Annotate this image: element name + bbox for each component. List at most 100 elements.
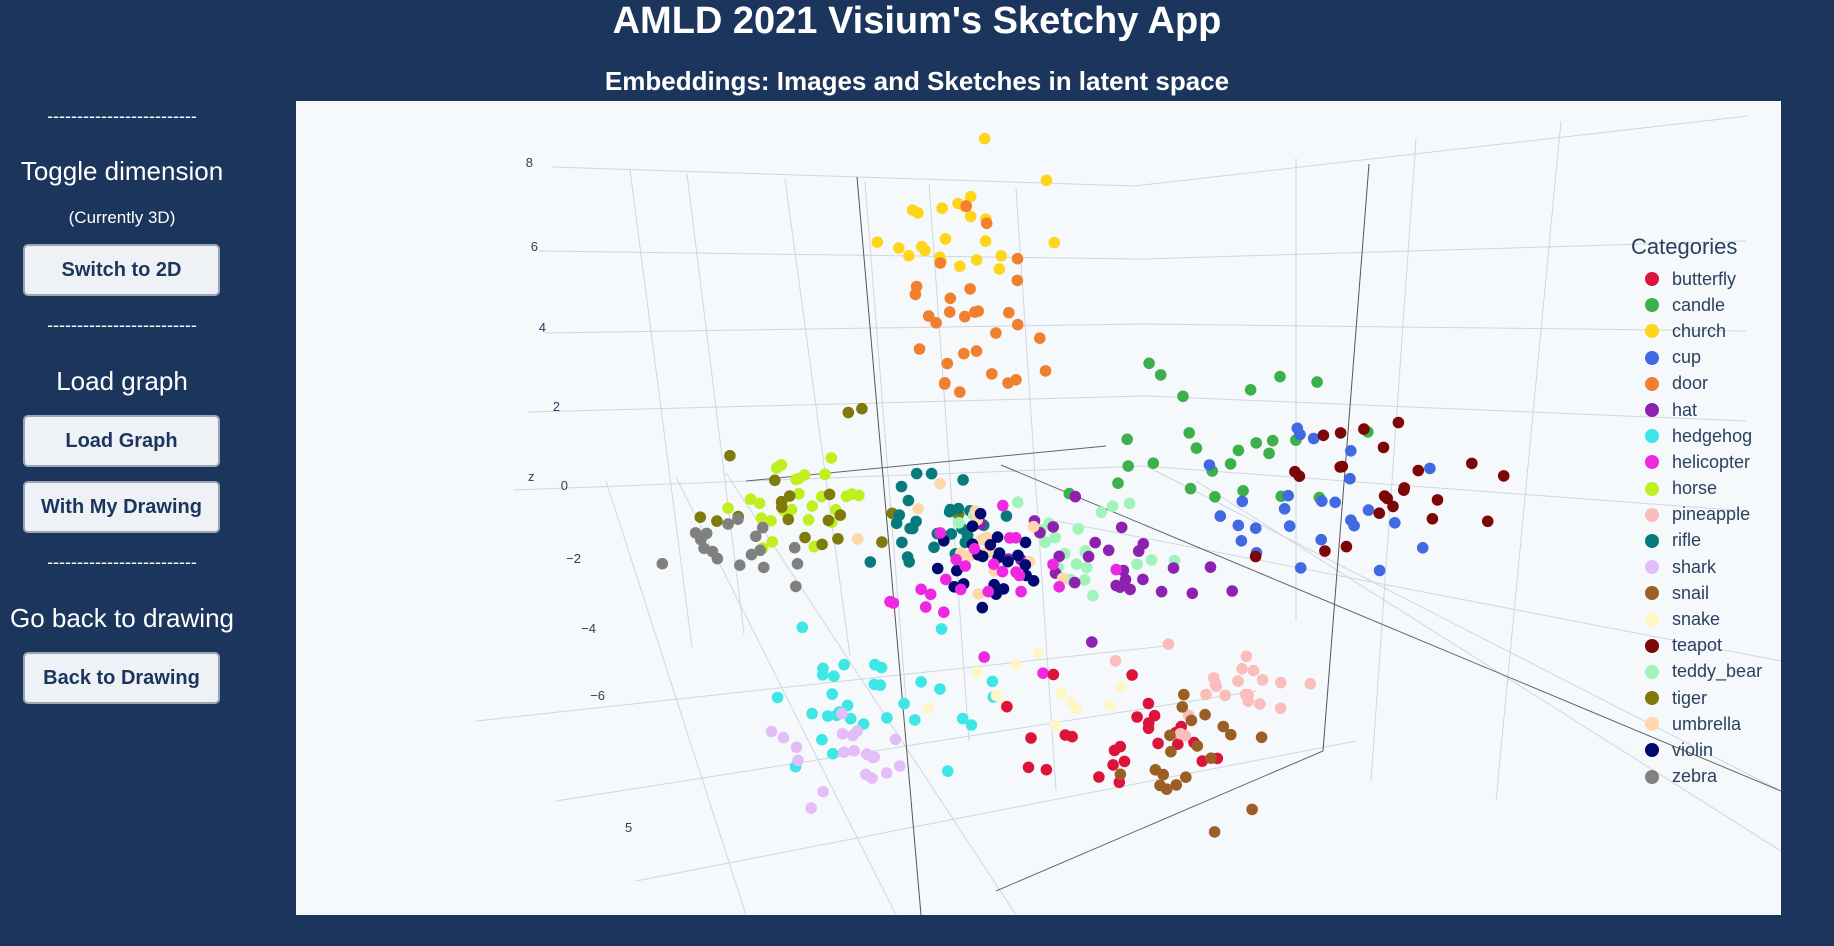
point-snake xyxy=(971,666,983,678)
plot-canvas[interactable]: 8 6 4 2 0 −2 −4 −6 z 5 xyxy=(296,101,1781,915)
legend-item-hat[interactable]: hat xyxy=(1634,397,1774,423)
point-teddy-bear xyxy=(953,517,965,529)
point-teapot xyxy=(1293,470,1306,483)
legend-item-zebra[interactable]: zebra xyxy=(1634,764,1774,790)
legend-item-rifle[interactable]: rifle xyxy=(1634,528,1774,554)
legend-item-violin[interactable]: violin xyxy=(1634,737,1774,763)
grid-line xyxy=(1133,115,1749,187)
legend-marker xyxy=(1645,455,1659,470)
point-pineapple xyxy=(1304,677,1317,690)
point-rifle xyxy=(944,503,957,516)
legend-item-church[interactable]: church xyxy=(1634,318,1774,344)
legend-item-snail[interactable]: snail xyxy=(1634,580,1774,606)
legend-item-tiger[interactable]: tiger xyxy=(1634,685,1774,711)
legend-item-hedgehog[interactable]: hedgehog xyxy=(1634,423,1774,449)
legend-marker xyxy=(1645,533,1659,548)
point-cup xyxy=(1348,519,1360,532)
point-violin xyxy=(1019,536,1032,549)
point-butterfly xyxy=(1142,717,1155,729)
point-hat xyxy=(1124,583,1136,596)
with-my-drawing-button[interactable]: With My Drawing xyxy=(23,481,220,533)
point-church xyxy=(978,132,991,145)
point-door xyxy=(944,292,957,305)
point-cup xyxy=(1294,428,1306,441)
point-violin xyxy=(997,583,1010,595)
legend-label: shark xyxy=(1672,556,1717,577)
legend-title: Categories xyxy=(1631,234,1738,259)
scatter-3d-plot[interactable]: 8 6 4 2 0 −2 −4 −6 z 5 Categories butterfly candle… xyxy=(296,101,1781,915)
point-church xyxy=(970,254,983,266)
legend-item-candle[interactable]: candle xyxy=(1634,292,1774,318)
point-tiger xyxy=(876,536,888,548)
point-church xyxy=(903,249,915,262)
point-church xyxy=(893,242,905,254)
point-snail xyxy=(1178,688,1190,701)
point-snake xyxy=(1115,681,1127,693)
point-snail xyxy=(1208,826,1221,838)
point-pineapple xyxy=(1200,688,1212,701)
z-tick-label: −4 xyxy=(581,621,596,636)
legend-item-shark[interactable]: shark xyxy=(1634,554,1774,580)
point-cup xyxy=(1278,503,1291,515)
point-rifle xyxy=(901,551,914,563)
point-teapot xyxy=(1358,423,1370,435)
point-hedgehog xyxy=(909,714,921,726)
legend-marker xyxy=(1645,298,1659,313)
point-shark xyxy=(848,745,860,757)
legend-item-pineapple[interactable]: pineapple xyxy=(1634,502,1774,528)
point-hat xyxy=(1102,544,1115,557)
point-pineapple xyxy=(1274,702,1287,715)
grid-line xyxy=(629,169,693,648)
point-door xyxy=(959,310,971,323)
point-shark xyxy=(836,728,849,740)
point-church xyxy=(964,190,977,203)
point-teddy-bear xyxy=(1123,497,1136,510)
point-church xyxy=(871,236,884,248)
back-to-drawing-button[interactable]: Back to Drawing xyxy=(23,652,220,704)
point-tiger xyxy=(822,514,835,527)
point-hedgehog xyxy=(806,707,818,720)
switch-to-2d-button[interactable]: Switch to 2D xyxy=(23,244,220,296)
legend-item-horse[interactable]: horse xyxy=(1634,476,1774,502)
legend-item-snake[interactable]: snake xyxy=(1634,606,1774,632)
legend-label: violin xyxy=(1672,739,1714,760)
point-shark xyxy=(847,729,859,742)
toggle-dimension-title: Toggle dimension xyxy=(20,156,224,186)
point-teapot xyxy=(1426,513,1439,525)
point-helicopter xyxy=(968,543,981,555)
plot-subtitle: Embeddings: Images and Sketches in laten… xyxy=(604,66,1230,96)
point-cup xyxy=(1214,510,1227,522)
legend-item-teddy-bear[interactable]: teddy_bear xyxy=(1634,659,1774,685)
point-butterfly xyxy=(1059,729,1072,741)
z-axis-label: z xyxy=(528,469,535,484)
point-helicopter xyxy=(924,588,937,601)
point-rifle xyxy=(928,541,940,554)
point-snail xyxy=(1170,779,1183,791)
legend-item-umbrella[interactable]: umbrella xyxy=(1634,711,1774,737)
point-door xyxy=(1011,318,1024,331)
point-teapot xyxy=(1334,427,1347,439)
legend-item-helicopter[interactable]: helicopter xyxy=(1634,449,1774,475)
point-hat xyxy=(1226,585,1238,597)
point-teapot xyxy=(1340,540,1353,553)
point-butterfly xyxy=(1107,759,1119,771)
legend-label: teapot xyxy=(1672,635,1723,656)
point-zebra xyxy=(698,542,710,555)
legend-item-teapot[interactable]: teapot xyxy=(1634,633,1774,659)
point-zebra xyxy=(754,544,766,557)
point-church xyxy=(995,250,1007,262)
load-graph-button[interactable]: Load Graph xyxy=(23,415,220,467)
legend-item-butterfly[interactable]: butterfly xyxy=(1634,266,1774,292)
point-butterfly xyxy=(1142,697,1155,710)
legend-item-door[interactable]: door xyxy=(1634,371,1774,397)
app-title: AMLD 2021 Visium's Sketchy App xyxy=(612,0,1222,42)
legend-item-cup[interactable]: cup xyxy=(1634,345,1774,371)
point-hedgehog xyxy=(941,765,954,777)
point-candle xyxy=(1122,460,1134,472)
point-pineapple xyxy=(1239,688,1252,701)
point-snail xyxy=(1185,714,1198,727)
point-pineapple xyxy=(1162,638,1175,650)
point-shark xyxy=(777,731,790,744)
point-helicopter xyxy=(1047,558,1059,571)
point-teapot xyxy=(1431,494,1444,506)
